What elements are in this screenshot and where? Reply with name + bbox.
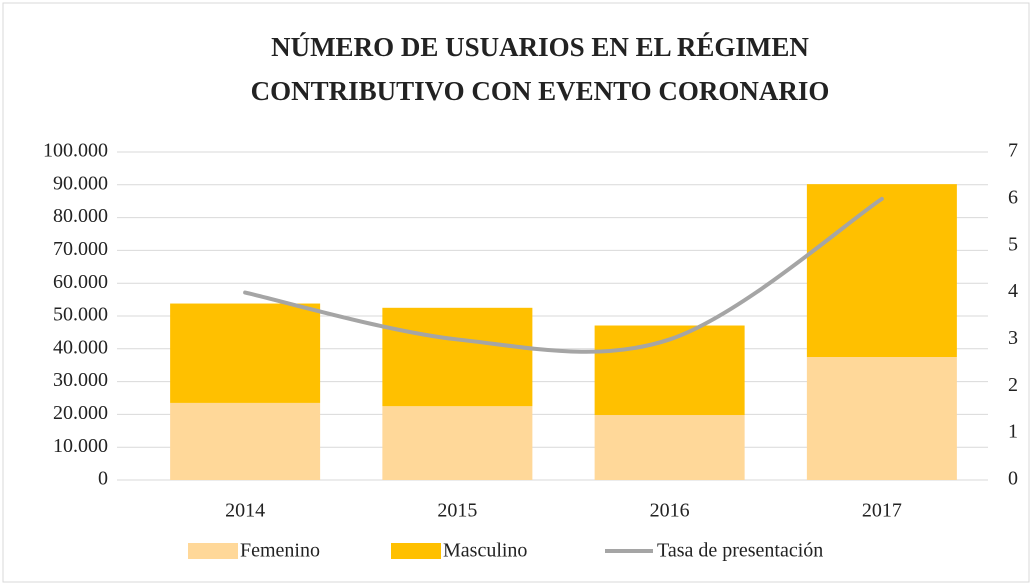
- y-tick-label: 10.000: [53, 435, 108, 457]
- y-tick-label: 30.000: [53, 369, 108, 391]
- y-tick-label: 20.000: [53, 402, 108, 424]
- y-tick-label: 90.000: [53, 172, 108, 194]
- y2-tick-label: 5: [1008, 233, 1018, 255]
- y2-tick-label: 0: [1008, 468, 1018, 490]
- y2-tick-label: 6: [1008, 186, 1018, 208]
- y-tick-label: 70.000: [53, 238, 108, 260]
- y-tick-label: 50.000: [53, 304, 108, 326]
- x-tick-label: 2017: [862, 500, 902, 522]
- chart-title: CONTRIBUTIVO CON EVENTO CORONARIO: [251, 76, 830, 106]
- legend-label: Masculino: [443, 540, 527, 562]
- bar-segment: [170, 303, 321, 403]
- y-tick-label: 80.000: [53, 205, 108, 227]
- x-tick-label: 2014: [225, 500, 265, 522]
- y2-tick-label: 4: [1008, 280, 1018, 302]
- y2-tick-label: 3: [1008, 327, 1018, 349]
- y-tick-label: 100.000: [43, 140, 108, 162]
- chart-title: NÚMERO DE USUARIOS EN EL RÉGIMEN: [271, 32, 809, 62]
- bar-segment: [806, 357, 957, 480]
- legend-label: Tasa de presentación: [657, 540, 823, 562]
- bar-segment: [806, 184, 957, 357]
- bar-segment: [382, 406, 533, 480]
- x-tick-label: 2015: [437, 500, 477, 522]
- legend-label: Femenino: [240, 540, 320, 562]
- line-series: [243, 196, 884, 354]
- y-tick-label: 60.000: [53, 271, 108, 293]
- x-tick-label: 2016: [650, 500, 690, 522]
- y-tick-label: 0: [98, 468, 108, 490]
- y-tick-label: 40.000: [53, 336, 108, 358]
- y2-tick-label: 1: [1008, 421, 1018, 443]
- y2-tick-label: 7: [1008, 140, 1018, 162]
- legend-swatch: [391, 543, 441, 559]
- legend-swatch: [188, 543, 238, 559]
- bar-segment: [170, 402, 321, 480]
- y2-tick-label: 2: [1008, 374, 1018, 396]
- bar-segment: [594, 415, 745, 480]
- bar-segment: [382, 307, 533, 407]
